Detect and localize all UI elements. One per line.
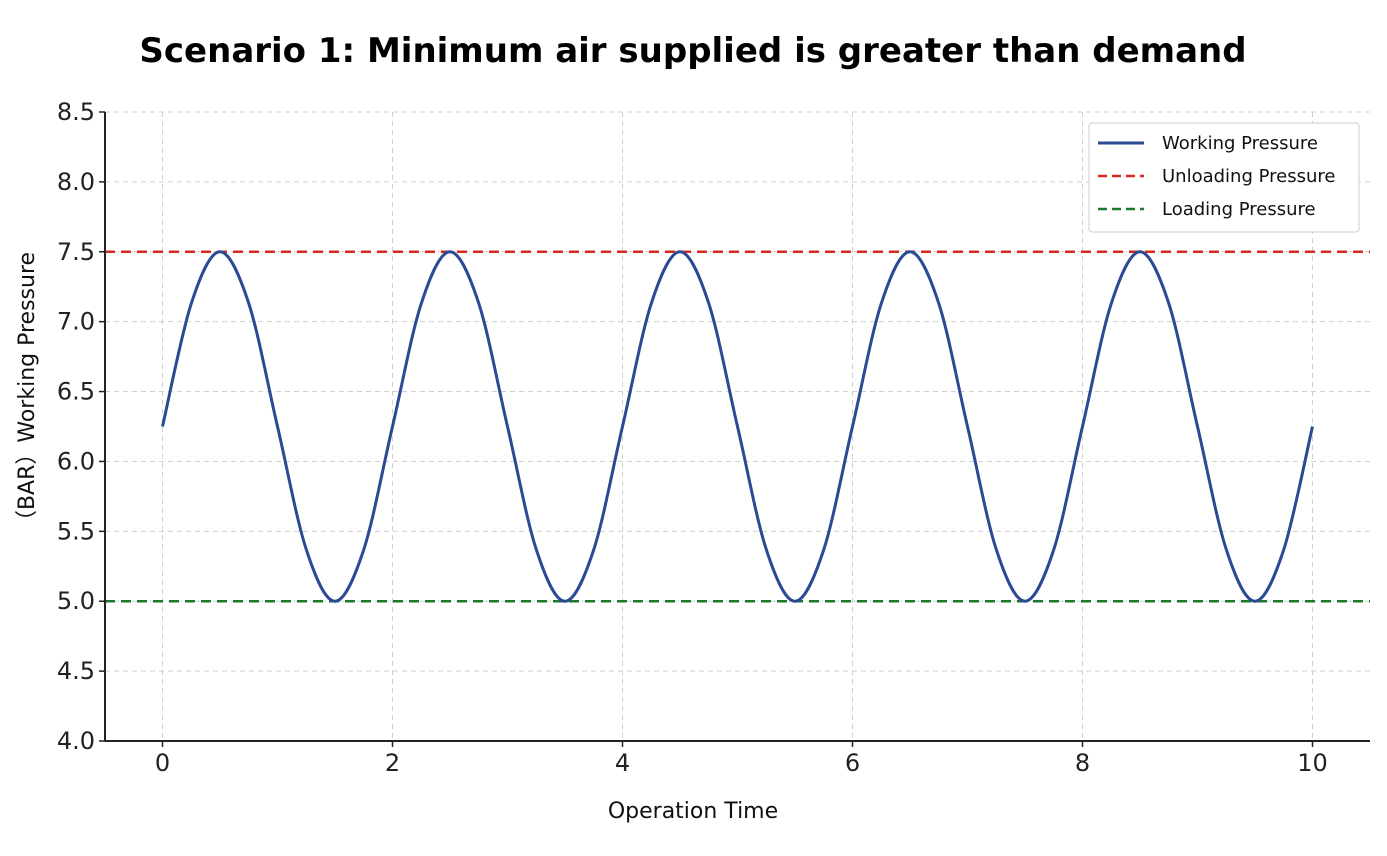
x-tick-label: 4 <box>615 749 630 777</box>
y-tick-label: 4.5 <box>57 657 95 685</box>
x-tick-label: 8 <box>1075 749 1090 777</box>
x-tick-label: 2 <box>385 749 400 777</box>
legend-label: Unloading Pressure <box>1162 166 1335 187</box>
threshold-lines <box>105 250 1370 603</box>
series-line-working-pressure <box>161 250 1314 603</box>
y-tick-label: 5.0 <box>57 587 95 615</box>
x-tick-label: 0 <box>155 749 170 777</box>
y-axis-label: （BAR）Working Pressure <box>15 252 40 532</box>
x-axis-label: Operation Time <box>608 799 778 824</box>
y-tick-label: 7.0 <box>57 308 95 336</box>
y-tick-label: 7.5 <box>57 238 95 266</box>
axes <box>104 112 1370 742</box>
y-tick-label: 6.0 <box>57 447 95 475</box>
chart-title: Scenario 1: Minimum air supplied is grea… <box>139 31 1246 71</box>
x-tick-label: 6 <box>845 749 860 777</box>
y-tick-label: 4.0 <box>57 727 95 755</box>
x-ticks: 0 2 4 6 8 10 <box>155 741 1328 777</box>
y-tick-label: 8.0 <box>57 168 95 196</box>
legend-label: Working Pressure <box>1162 133 1318 154</box>
y-tick-label: 8.5 <box>57 98 95 126</box>
x-tick-label: 10 <box>1297 749 1328 777</box>
y-ticks: 4.0 4.5 5.0 5.5 6.0 6.5 7.0 7.5 8.0 8.5 <box>57 98 105 755</box>
y-tick-label: 5.5 <box>57 517 95 545</box>
y-tick-label: 6.5 <box>57 378 95 406</box>
legend-box <box>1088 122 1360 233</box>
legend: Working Pressure Unloading Pressure Loadin… <box>1088 122 1360 233</box>
series-group <box>161 250 1314 603</box>
legend-label: Loading Pressure <box>1162 199 1316 220</box>
